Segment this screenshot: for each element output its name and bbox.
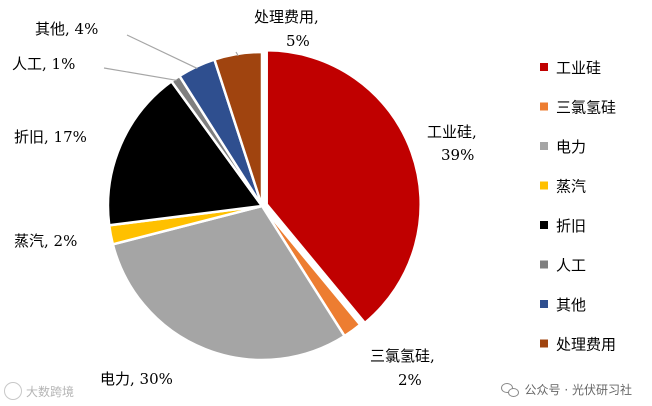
pie-slice-1 — [265, 49, 422, 325]
pie-slices — [106, 49, 422, 362]
label-rengong: 人工, 1% — [12, 55, 75, 73]
legend-label-1: 工业硅 — [556, 59, 601, 77]
watermark-left: 大数跨境 — [4, 382, 74, 400]
wechat-icon — [500, 382, 519, 397]
legend-swatch-2 — [540, 102, 548, 111]
leader-line-6 — [103, 67, 177, 81]
label-qita: 其他, 4% — [35, 20, 98, 38]
pie-slice-3 — [111, 204, 347, 362]
label-gongyegui-name: 工业硅, — [427, 123, 477, 141]
watermark-right-text: 公众号 · 光伏研习社 — [524, 383, 632, 397]
label-zhejiu: 折旧, 17% — [14, 128, 87, 146]
legend-swatch-6 — [540, 260, 548, 269]
leader-lines — [103, 34, 239, 81]
legend-swatch-5 — [540, 221, 548, 229]
label-zhengqi: 蒸汽, 2% — [14, 232, 77, 250]
legend-label-6: 人工 — [556, 257, 586, 275]
label-sanlvqinggui-name: 三氯氢硅, — [370, 347, 435, 365]
label-sanlvqinggui-pct: 2% — [398, 371, 422, 389]
leader-line-7 — [126, 34, 198, 70]
legend-swatch-3 — [540, 142, 548, 150]
label-gongyegui-pct: 39% — [441, 146, 474, 164]
legend-label-3: 电力 — [556, 138, 586, 156]
legend-swatch-7 — [540, 300, 548, 308]
label-chulifeiyong-name: 处理费用, — [254, 8, 319, 26]
legend-label-2: 三氯氢硅 — [556, 99, 616, 117]
pie-slice-5 — [106, 79, 265, 227]
watermark-logo-icon — [4, 382, 22, 400]
leader-line-8 — [235, 51, 239, 57]
data-labels: 工业硅, 39% 三氯氢硅, 2% 电力, 30% 蒸汽, 2% 折旧, 17%… — [12, 8, 477, 389]
legend-label-8: 处理费用 — [556, 336, 616, 354]
legend-label-7: 其他 — [556, 296, 586, 314]
label-dianli: 电力, 30% — [100, 370, 173, 388]
pie-slice-8 — [212, 50, 264, 207]
legend-swatch-8 — [540, 339, 548, 348]
legend-swatch-1 — [540, 63, 548, 71]
legend-label-5: 折旧 — [556, 217, 586, 235]
legend-label-4: 蒸汽 — [556, 178, 586, 196]
label-chulifeiyong-pct: 5% — [286, 32, 310, 50]
watermark-left-text: 大数跨境 — [26, 384, 75, 399]
watermark-right: 公众号 · 光伏研习社 — [500, 381, 632, 398]
legend-swatch-4 — [540, 181, 548, 190]
